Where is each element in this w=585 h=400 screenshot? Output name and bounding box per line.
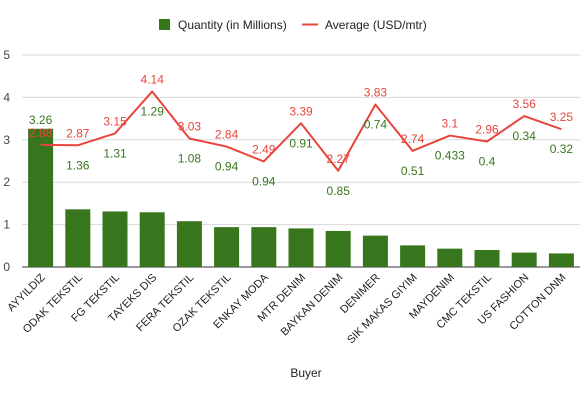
- bar-data-label: 0.51: [401, 164, 425, 178]
- bar-ozak-tekstil: [214, 227, 240, 267]
- y-axis-ticks: 0 1 2 3 4 5: [3, 48, 10, 274]
- bar-data-label: 0.85: [327, 184, 351, 198]
- line-data-label: 2.87: [66, 126, 90, 140]
- line-data-label: 3.25: [550, 110, 574, 124]
- bar-odak-tekstil: [65, 209, 91, 267]
- bar-data-label: 1.31: [103, 146, 127, 160]
- y-tick-label: 1: [3, 218, 10, 232]
- line-data-label: 2.88: [29, 126, 53, 140]
- bar-data-labels: 3.26 1.36 1.31 1.29 1.08 0.94 0.94 0.91 0.85 0.74…: [29, 104, 573, 197]
- y-tick-label: 2: [3, 175, 10, 189]
- line-data-label: 3.15: [103, 114, 127, 128]
- bar-cotton-dnm: [548, 253, 574, 267]
- y-tick-label: 3: [3, 133, 10, 147]
- bar-data-label: 0.94: [215, 160, 239, 174]
- bar-cmc-tekstil: [474, 250, 500, 267]
- bar-data-label: 0.74: [364, 118, 388, 132]
- average-line: [40, 90, 562, 172]
- y-tick-label: 0: [3, 260, 10, 274]
- bar-tayeks-dis: [139, 212, 165, 267]
- line-data-labels: 2.88 2.87 3.15 4.14 3.03 2.84 2.49 3.39 2.27 3.83…: [29, 72, 573, 165]
- bar-data-label: 0.433: [435, 149, 465, 163]
- line-data-label: 3.39: [289, 104, 313, 118]
- x-axis-title: Buyer: [290, 366, 321, 380]
- line-data-label: 2.84: [215, 128, 239, 142]
- bar-data-label: 1.36: [66, 158, 90, 172]
- line-data-label: 3.56: [513, 97, 537, 111]
- bar-data-label: 0.32: [550, 142, 574, 156]
- y-tick-label: 4: [3, 90, 10, 104]
- line-data-label: 2.74: [401, 132, 425, 146]
- legend-label-average: Average (USD/mtr): [325, 18, 427, 32]
- x-tick-label: SIK MAKAS GIYIM: [345, 272, 420, 347]
- legend-label-quantity: Quantity (in Millions): [178, 18, 287, 32]
- bar-data-label: 1.29: [141, 104, 165, 118]
- line-data-label: 3.83: [364, 86, 388, 100]
- bar-baykan-denim: [325, 230, 351, 267]
- line-data-label: 4.14: [141, 72, 165, 86]
- line-data-label: 2.27: [327, 152, 351, 166]
- line-data-label: 3.03: [178, 120, 202, 134]
- line-data-label: 2.96: [475, 122, 499, 136]
- bar-denimer: [362, 235, 388, 267]
- bar-data-label: 3.26: [29, 113, 53, 127]
- legend: Quantity (in Millions) Average (USD/mtr): [159, 18, 427, 32]
- bar-fg-tekstil: [102, 211, 128, 267]
- bar-series: [28, 128, 574, 267]
- line-data-label: 2.49: [252, 142, 276, 156]
- bar-fera-tekstil: [176, 221, 202, 267]
- legend-swatch-quantity: [159, 19, 170, 30]
- bar-mtr-denim: [288, 228, 314, 267]
- bar-data-label: 0.91: [289, 136, 313, 150]
- line-series: [40, 90, 562, 172]
- bar-data-label: 0.34: [513, 129, 537, 143]
- line-data-label: 3.1: [441, 117, 458, 131]
- bar-maydenim: [437, 248, 463, 267]
- bar-sik-makas-giyim: [400, 245, 426, 267]
- bar-data-label: 0.94: [252, 174, 276, 188]
- bar-ayyildiz: [28, 128, 54, 267]
- bar-enkay-moda: [251, 227, 277, 267]
- y-tick-label: 5: [3, 48, 10, 62]
- bar-us-fashion: [511, 252, 537, 267]
- bar-data-label: 0.4: [479, 154, 496, 168]
- bar-data-label: 1.08: [178, 152, 202, 166]
